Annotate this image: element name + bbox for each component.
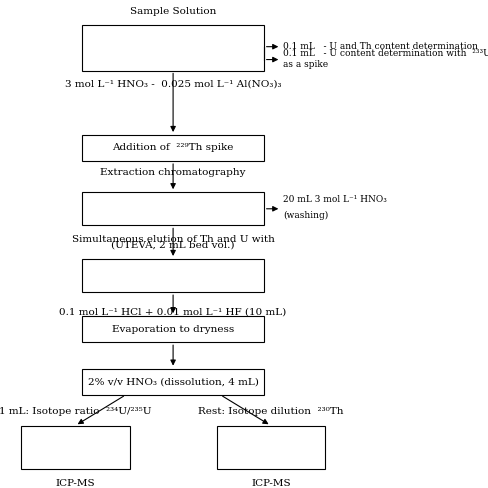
- FancyBboxPatch shape: [82, 368, 264, 395]
- Text: Addition of  ²²⁹Th spike: Addition of ²²⁹Th spike: [112, 143, 234, 152]
- Text: 20 mL 3 mol L⁻¹ HNO₃: 20 mL 3 mol L⁻¹ HNO₃: [283, 195, 387, 204]
- FancyBboxPatch shape: [82, 259, 264, 292]
- FancyBboxPatch shape: [82, 316, 264, 342]
- FancyBboxPatch shape: [82, 25, 264, 71]
- Text: Evaporation to dryness: Evaporation to dryness: [112, 325, 234, 334]
- FancyBboxPatch shape: [82, 192, 264, 225]
- Text: ICP-MS: ICP-MS: [251, 479, 291, 488]
- Text: as a spike: as a spike: [283, 60, 328, 69]
- Text: 2% v/v HNO₃ (dissolution, 4 mL): 2% v/v HNO₃ (dissolution, 4 mL): [88, 377, 259, 386]
- Text: 0.1 mol L⁻¹ HCl + 0.01 mol L⁻¹ HF (10 mL): 0.1 mol L⁻¹ HCl + 0.01 mol L⁻¹ HF (10 mL…: [60, 307, 287, 316]
- Text: Rest: Isotope dilution  ²³⁰Th: Rest: Isotope dilution ²³⁰Th: [198, 407, 344, 416]
- FancyBboxPatch shape: [217, 426, 325, 468]
- Text: ICP-MS: ICP-MS: [55, 479, 95, 488]
- Text: Extraction chromatography: Extraction chromatography: [101, 168, 246, 177]
- Text: 1 mL: Isotope ratio  ²³⁴U/²³⁵U: 1 mL: Isotope ratio ²³⁴U/²³⁵U: [0, 407, 151, 416]
- Text: (washing): (washing): [283, 211, 328, 221]
- Text: Sample Solution: Sample Solution: [130, 7, 216, 17]
- Text: 3 mol L⁻¹ HNO₃ -  0.025 mol L⁻¹ Al(NO₃)₃: 3 mol L⁻¹ HNO₃ - 0.025 mol L⁻¹ Al(NO₃)₃: [65, 80, 282, 88]
- FancyBboxPatch shape: [82, 135, 264, 161]
- Text: 0.1 mL   - U content determination with  ²³³U: 0.1 mL - U content determination with ²³…: [283, 49, 488, 59]
- Text: 0.1 mL   - U and Th content determination: 0.1 mL - U and Th content determination: [283, 42, 478, 51]
- FancyBboxPatch shape: [21, 426, 130, 468]
- Text: (UTEVA, 2 mL bed vol.): (UTEVA, 2 mL bed vol.): [111, 240, 235, 249]
- Text: Simultaneous elution of Th and U with: Simultaneous elution of Th and U with: [72, 235, 275, 244]
